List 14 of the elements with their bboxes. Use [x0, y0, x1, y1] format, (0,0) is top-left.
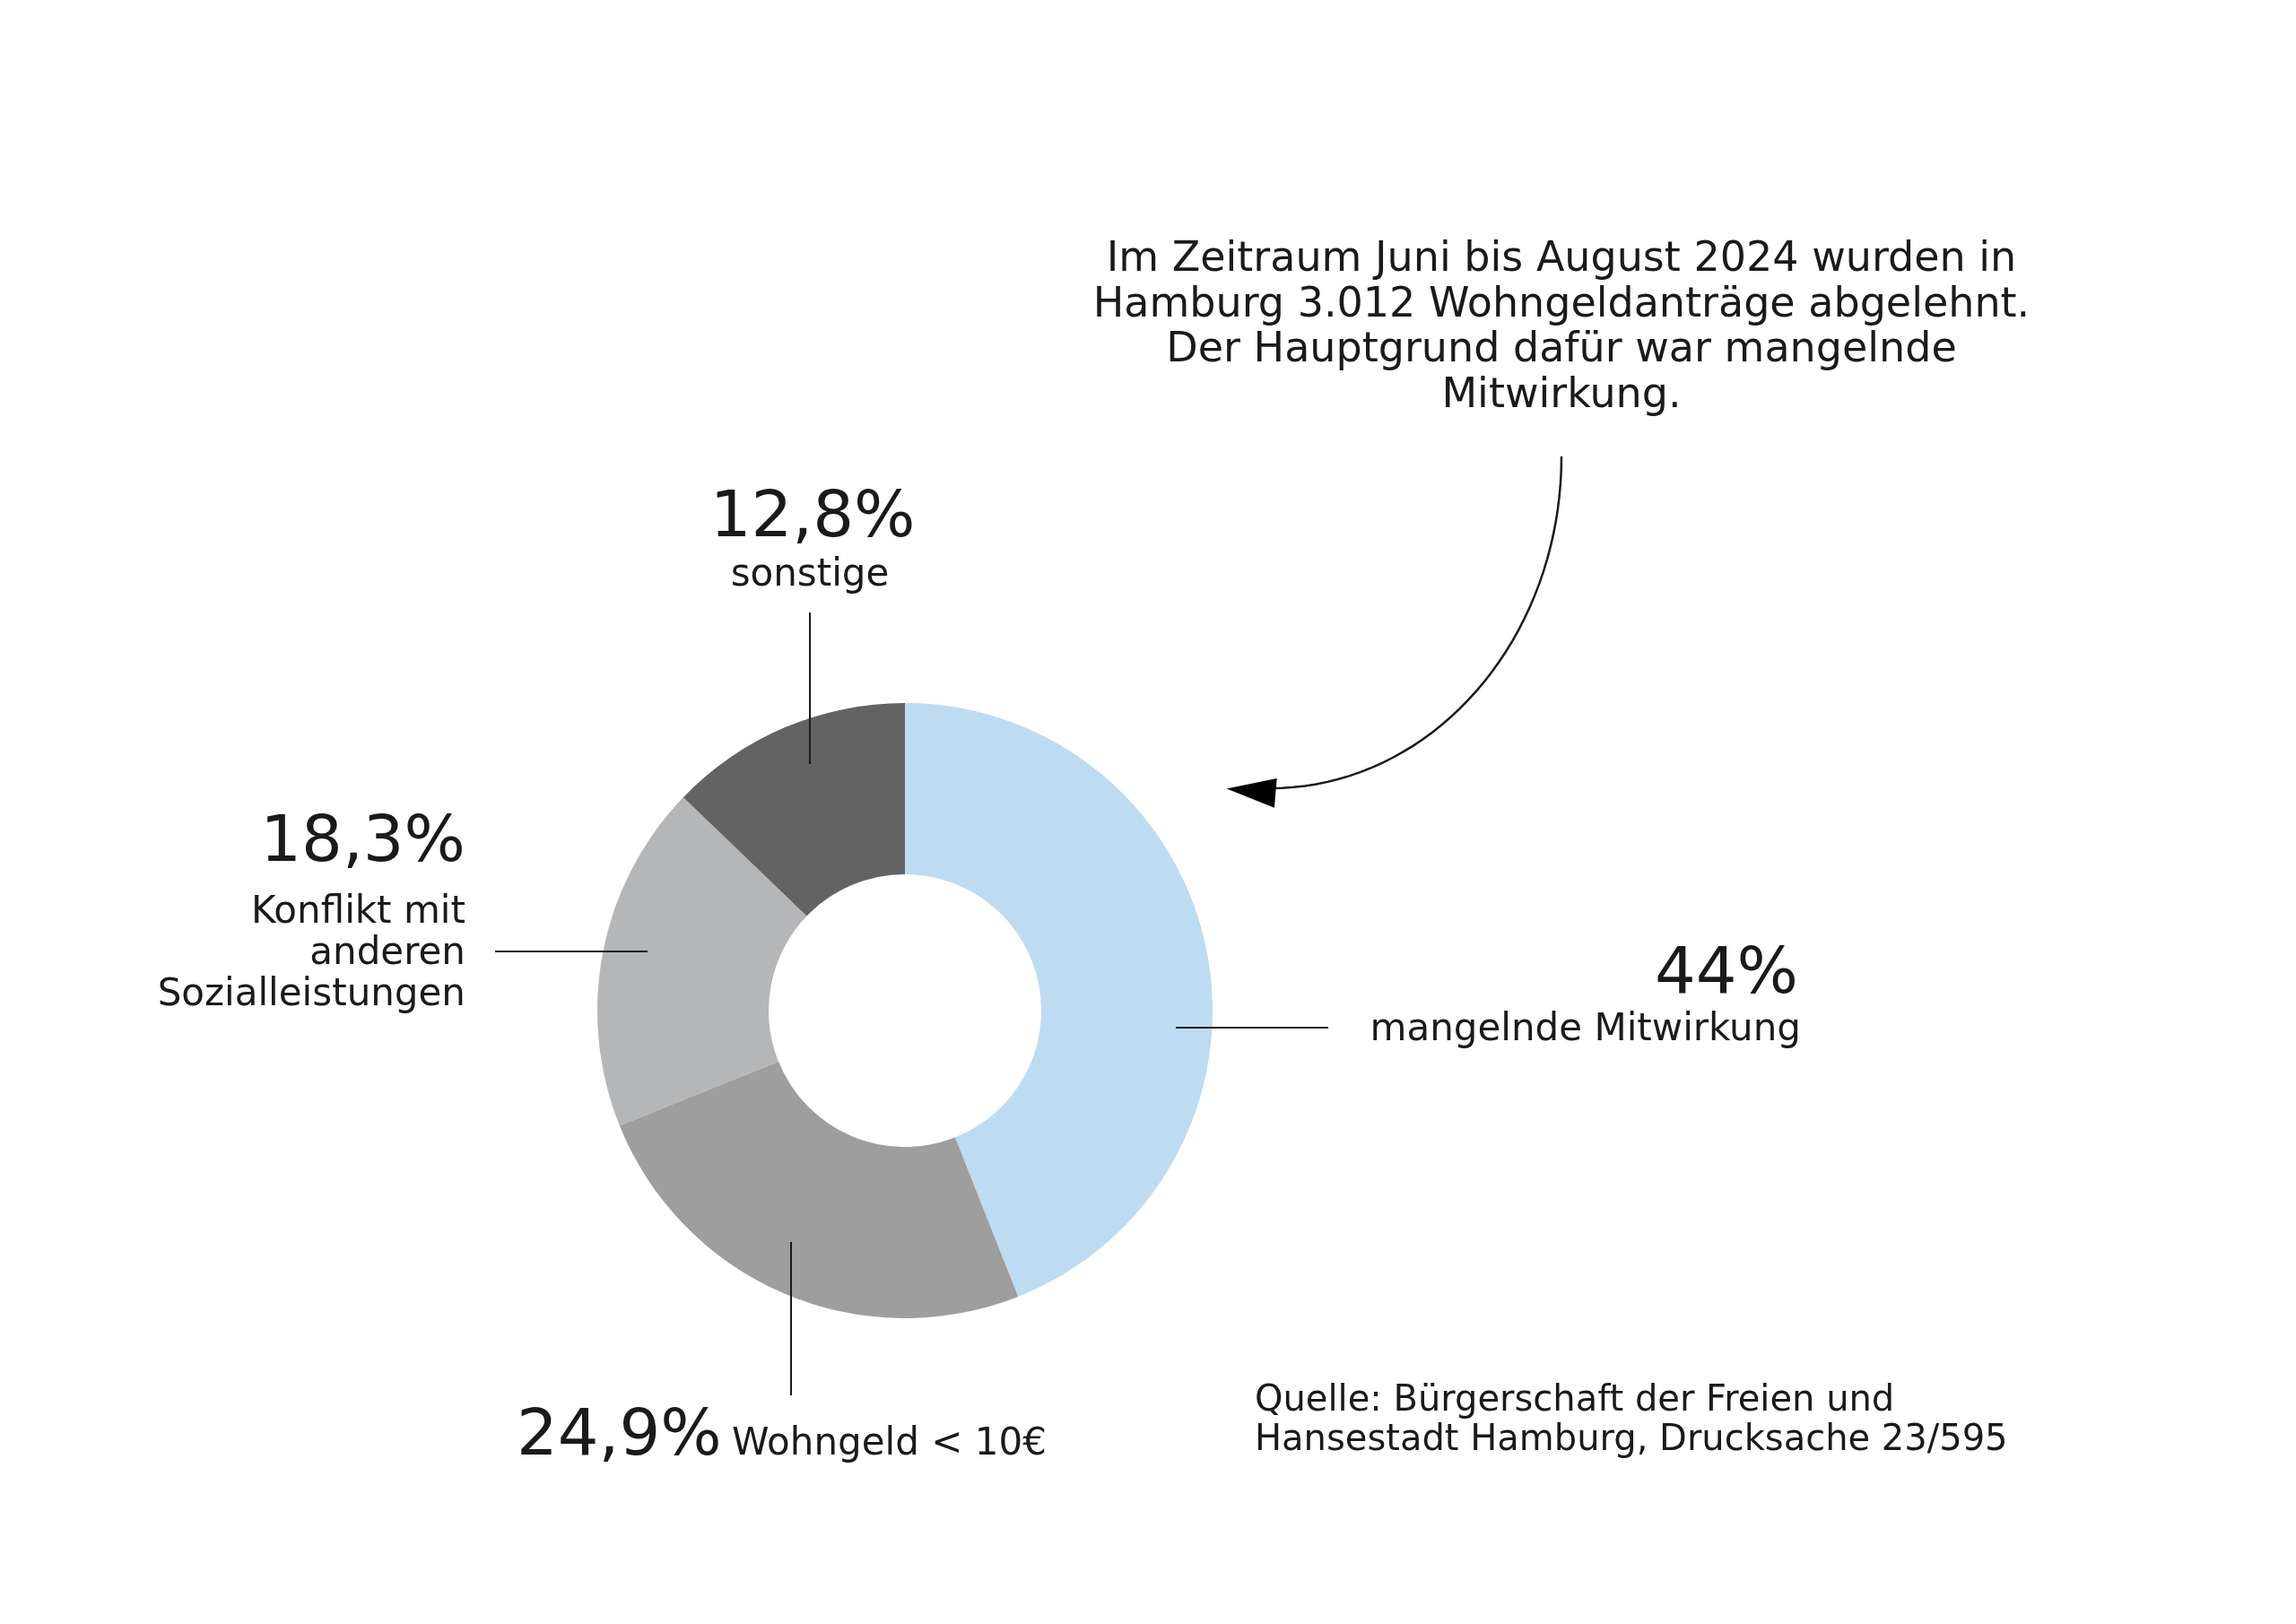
donut-slice [597, 797, 807, 1126]
donut-slice [683, 703, 905, 916]
slice-label: sonstige [730, 551, 890, 595]
slice-label: Wohngeld < 10€ [732, 1420, 1047, 1463]
data-label: 24,9% [517, 1394, 722, 1470]
source-note: Quelle: Bürgerschaft der Freien und Hansestadt Hamburg, Drucksache 23/595 [1255, 1377, 2008, 1458]
data-label: 18,3% [260, 801, 465, 876]
data-label: 12,8% [709, 476, 916, 551]
slice-label: mangelnde Mitwirkung [1370, 1005, 1801, 1049]
donut-slice [905, 703, 1213, 1297]
donut-slice [619, 1061, 1019, 1318]
text: Im Zeitraum Juni bis August 2024 wurden in Hamburg 3.012 Wohngeldanträge abgelehnt. Der Hauptgrund dafür war mangelnde Mitwirkung. [1092, 232, 2031, 417]
data-label: 44% [1654, 933, 1798, 1008]
slice-label: Konflikt mit anderen Sozialleistungen [157, 888, 465, 1015]
